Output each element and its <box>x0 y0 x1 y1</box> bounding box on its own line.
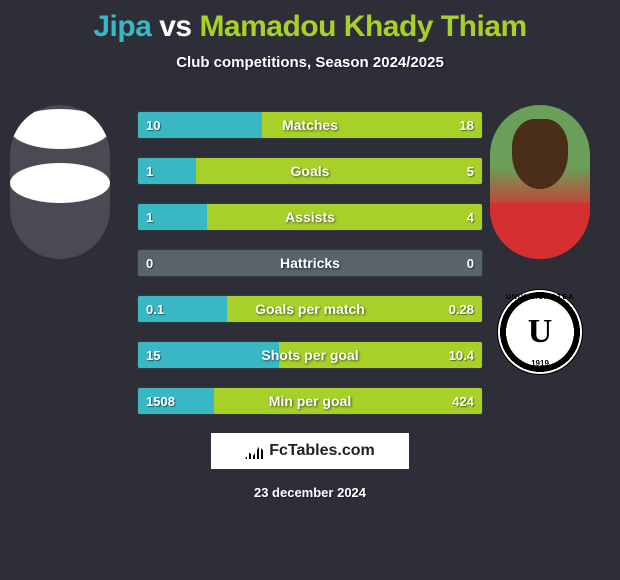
player2-photo-render <box>490 105 590 259</box>
stats-table: 1018Matches 15Goals 14Assists 00Hattricks 0.… <box>137 101 483 415</box>
player1-name: Jipa <box>93 10 151 43</box>
stat-row: 00Hattricks <box>137 249 483 277</box>
watermark: FcTables.com <box>211 433 409 469</box>
club-badge-u: UNIVERSITATEA U 1919 <box>497 289 583 375</box>
player2-club-badge: UNIVERSITATEA U 1919 <box>497 289 583 375</box>
stat-label: Assists <box>138 204 482 230</box>
stat-row: 0.10.28Goals per match <box>137 295 483 323</box>
content-area: UNIVERSITATEA U 1919 1018Matches15Goals1… <box>0 101 620 500</box>
stat-label: Shots per goal <box>138 342 482 368</box>
stat-row: 1508424Min per goal <box>137 387 483 415</box>
player1-placeholder-body <box>10 163 110 203</box>
club-ring-text: UNIVERSITATEA <box>506 294 574 301</box>
watermark-text: FcTables.com <box>269 442 375 460</box>
player2-photo <box>490 105 590 259</box>
subtitle: Club competitions, Season 2024/2025 <box>0 54 620 71</box>
stat-row: 1510.4Shots per goal <box>137 341 483 369</box>
player2-jersey <box>490 203 590 259</box>
stat-label: Min per goal <box>138 388 482 414</box>
watermark-icon <box>245 443 265 459</box>
vs-text: vs <box>159 10 191 43</box>
stat-row: 1018Matches <box>137 111 483 139</box>
player1-placeholder-head <box>10 109 110 149</box>
stat-label: Goals <box>138 158 482 184</box>
club-year: 1919 <box>531 359 549 368</box>
stat-label: Goals per match <box>138 296 482 322</box>
comparison-title: Jipa vs Mamadou Khady Thiam <box>0 0 620 44</box>
stat-label: Matches <box>138 112 482 138</box>
date-text: 23 december 2024 <box>0 485 620 500</box>
player2-name: Mamadou Khady Thiam <box>199 10 526 43</box>
stat-row: 15Goals <box>137 157 483 185</box>
stat-label: Hattricks <box>138 250 482 276</box>
player2-face <box>512 119 568 189</box>
club-letter: U <box>528 313 553 351</box>
stat-row: 14Assists <box>137 203 483 231</box>
player1-photo <box>10 105 110 259</box>
